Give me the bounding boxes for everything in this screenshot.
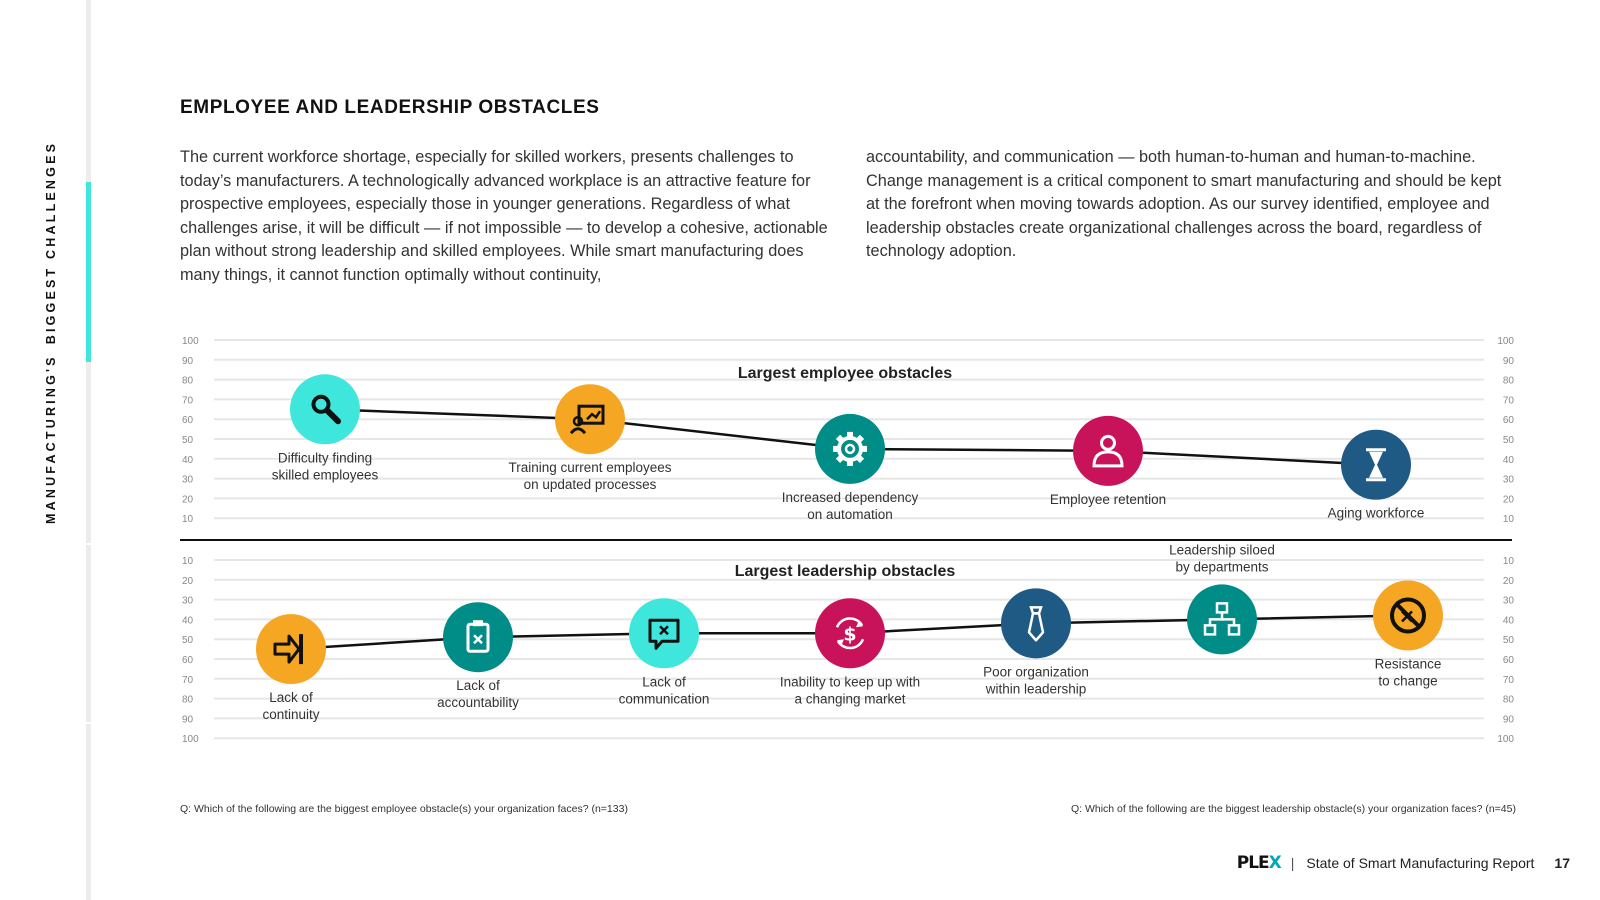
logo-text-b: X (1268, 853, 1282, 873)
data-point-label: Poor organization (983, 664, 1089, 679)
tick-label-left: 60 (182, 655, 194, 666)
tick-label-left: 40 (182, 615, 194, 626)
clipboard-x-icon (466, 620, 490, 653)
tick-label-left: 20 (182, 494, 194, 505)
no-symbol-icon (1390, 597, 1426, 634)
hourglass-icon (1366, 448, 1386, 482)
svg-text:$: $ (843, 623, 856, 645)
tick-label-right: 10 (1503, 556, 1515, 567)
arrow-into-bar-icon (273, 634, 303, 665)
speech-bubble-x-icon (648, 618, 680, 650)
tick-label-left: 30 (182, 596, 194, 607)
data-point-marker (256, 614, 326, 685)
side-rule (86, 0, 91, 900)
report-title: State of Smart Manufacturing Report (1306, 855, 1535, 871)
data-point-marker (629, 598, 699, 669)
tick-label-right: 70 (1503, 395, 1515, 406)
tick-label-right: 50 (1503, 635, 1515, 646)
dollar-cycle-icon: $ (835, 617, 865, 650)
data-point-marker (555, 384, 625, 455)
presentation-board-icon (569, 404, 605, 435)
data-point-label: Training current employees (508, 460, 671, 475)
tick-label-right: 60 (1503, 655, 1515, 666)
tick-label-right: 20 (1503, 576, 1515, 587)
tick-label-left: 20 (182, 576, 194, 587)
necktie-icon (1027, 606, 1045, 642)
data-point-label: Increased dependency (782, 490, 919, 505)
tick-label-left: 100 (182, 336, 199, 347)
data-point-label: by departments (1175, 559, 1268, 574)
gear-icon (833, 431, 867, 466)
tick-label-right: 100 (1497, 734, 1514, 745)
tick-label-right: 20 (1503, 494, 1515, 505)
magnifier-icon (311, 394, 341, 425)
data-point-marker (443, 602, 513, 673)
side-rule-accent (86, 182, 91, 362)
tick-label-left: 50 (182, 635, 194, 646)
tick-label-left: 30 (182, 475, 194, 486)
tick-label-right: 30 (1503, 596, 1515, 607)
page-number: 17 (1554, 855, 1570, 871)
tick-label-left: 60 (182, 415, 194, 426)
logo-text-a: PLE (1236, 853, 1270, 873)
tick-label-right: 10 (1503, 514, 1515, 525)
tick-label-left: 90 (182, 356, 194, 367)
tick-label-left: 90 (182, 714, 194, 725)
footnote-employee: Q: Which of the following are the bigges… (180, 803, 628, 815)
data-point-label: Lack of (642, 674, 686, 689)
chart-title: Largest leadership obstacles (735, 563, 956, 580)
tick-label-left: 70 (182, 675, 194, 686)
tick-label-right: 30 (1503, 475, 1515, 486)
tick-label-right: 80 (1503, 695, 1515, 706)
chart-title: Largest employee obstacles (738, 365, 952, 382)
data-point-label: a changing market (794, 691, 905, 706)
data-point-label: within leadership (985, 681, 1087, 696)
footnote-leadership: Q: Which of the following are the bigges… (1070, 803, 1516, 815)
page-footer: PLEX | State of Smart Manufacturing Repo… (1237, 853, 1570, 873)
tick-label-left: 10 (182, 514, 194, 525)
tick-label-right: 70 (1503, 675, 1515, 686)
tick-label-right: 50 (1503, 435, 1515, 446)
data-point-label: Lack of (456, 678, 500, 693)
data-point-label: to change (1378, 673, 1437, 688)
data-point-label: Lack of (269, 690, 313, 705)
plex-logo: PLEX (1236, 853, 1282, 873)
tick-label-right: 40 (1503, 615, 1515, 626)
footer-separator: | (1290, 855, 1295, 871)
data-point-label: skilled employees (272, 467, 379, 482)
tick-label-left: 40 (182, 455, 194, 466)
data-point-label: Aging workforce (1328, 506, 1425, 521)
data-point-label: on updated processes (524, 477, 657, 492)
page-heading: EMPLOYEE AND LEADERSHIP OBSTACLES (180, 97, 600, 118)
tick-label-right: 90 (1503, 714, 1515, 725)
data-point-marker (815, 413, 885, 484)
data-point-label: accountability (437, 695, 519, 710)
data-point-label: on automation (807, 507, 893, 522)
tick-label-right: 90 (1503, 356, 1515, 367)
data-point-label: Difficulty finding (278, 450, 372, 465)
data-point-marker (815, 598, 885, 669)
data-point-label: Leadership siloed (1169, 542, 1275, 557)
data-point-label: Employee retention (1050, 492, 1166, 507)
data-point-label: Inability to keep up with (780, 674, 920, 689)
data-point-marker (1001, 588, 1071, 659)
data-point-label: communication (619, 691, 710, 706)
tick-label-left: 100 (182, 734, 199, 745)
paragraph-left: The current workforce shortage, especial… (180, 148, 828, 284)
tick-label-left: 50 (182, 435, 194, 446)
tick-label-right: 60 (1503, 415, 1515, 426)
data-point-label: Resistance (1375, 656, 1442, 671)
paragraph-right: accountability, and communication — both… (866, 148, 1502, 260)
tick-label-right: 80 (1503, 376, 1515, 387)
tick-label-left: 80 (182, 695, 194, 706)
tick-label-left: 70 (182, 395, 194, 406)
tick-label-left: 10 (182, 556, 194, 567)
org-chart-icon (1203, 602, 1241, 636)
tick-label-right: 100 (1497, 336, 1514, 347)
person-icon (1092, 434, 1124, 468)
tick-label-left: 80 (182, 376, 194, 387)
tick-label-right: 40 (1503, 455, 1515, 466)
data-point-label: continuity (262, 707, 319, 722)
